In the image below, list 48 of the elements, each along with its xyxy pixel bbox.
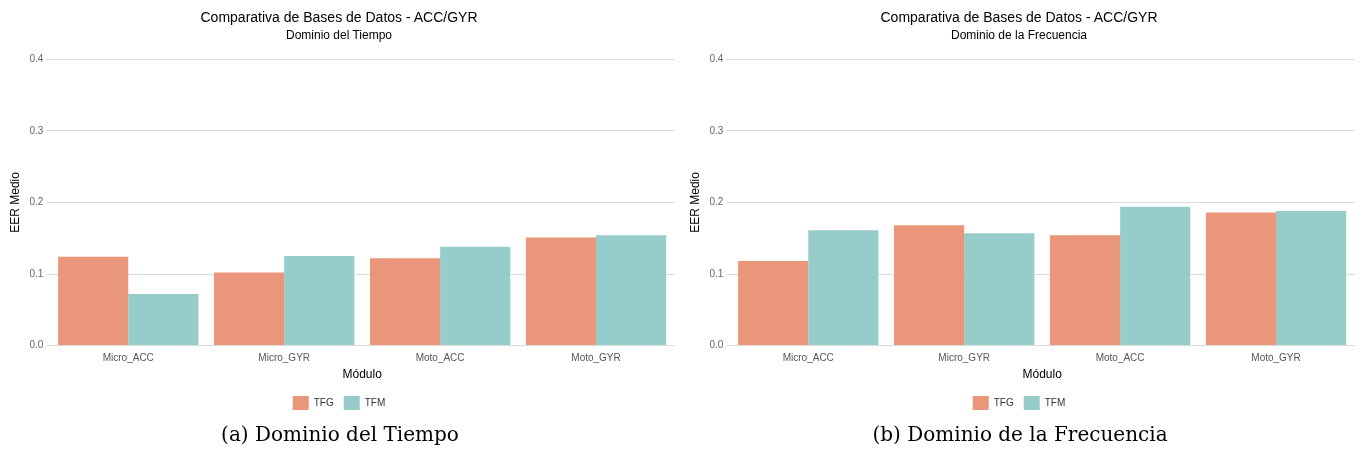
- bar: [440, 246, 511, 346]
- x-tick-label: Micro_ACC: [782, 352, 834, 364]
- x-tick-label: Moto_ACC: [1095, 352, 1145, 364]
- bar: [808, 230, 879, 346]
- bar: [1120, 206, 1191, 346]
- bar: [964, 233, 1035, 346]
- legend-label: TFG: [993, 396, 1014, 408]
- y-tick-label: 0.1: [709, 267, 724, 279]
- legend-label: TFM: [364, 396, 386, 408]
- y-axis-title: EER Medio: [687, 171, 702, 233]
- chart-subtitle: Dominio del Tiempo: [285, 28, 393, 43]
- bar: [58, 256, 129, 346]
- legend-label: TFM: [1044, 396, 1066, 408]
- bar: [369, 258, 441, 346]
- y-tick-label: 0.3: [709, 124, 724, 136]
- chart-subtitle: Dominio de la Frecuencia: [950, 28, 1088, 43]
- y-tick-label: 0.4: [29, 52, 44, 64]
- y-tick-label: 0.4: [709, 52, 724, 64]
- x-axis-title: Módulo: [1022, 367, 1063, 382]
- text: (a) Dominio del Tiempo: [220, 422, 460, 446]
- x-tick-label: Micro_ACC: [102, 352, 154, 364]
- x-tick-label: Moto_GYR: [1251, 352, 1301, 364]
- y-tick-label: 0.2: [709, 196, 724, 208]
- x-tick-label: Moto_GYR: [571, 352, 621, 364]
- bar: [596, 235, 667, 346]
- bar: [284, 256, 355, 346]
- text: (b) Dominio de la Frecuencia: [871, 422, 1169, 446]
- legend-label: TFG: [313, 396, 334, 408]
- y-tick-label: 0.0: [709, 339, 724, 351]
- bar: [738, 261, 809, 346]
- bar: [1205, 212, 1277, 346]
- x-tick-label: Micro_GYR: [258, 352, 311, 364]
- y-tick-label: 0.2: [29, 196, 44, 208]
- y-tick-label: 0.1: [29, 267, 44, 279]
- y-axis-title: EER Medio: [7, 171, 22, 233]
- chart-title: Comparativa de Bases de Datos - ACC/GYR: [200, 9, 478, 26]
- x-tick-label: Micro_GYR: [938, 352, 991, 364]
- bar: [214, 272, 285, 346]
- bar: [1276, 210, 1347, 346]
- bar: [525, 237, 597, 346]
- bar: [1049, 235, 1121, 346]
- x-axis-title: Módulo: [342, 367, 383, 382]
- x-tick-label: Moto_ACC: [415, 352, 465, 364]
- y-tick-label: 0.3: [29, 124, 44, 136]
- y-tick-label: 0.0: [29, 339, 44, 351]
- bar: [894, 225, 965, 346]
- bar: [128, 294, 199, 346]
- chart-title: Comparativa de Bases de Datos - ACC/GYR: [880, 9, 1158, 26]
